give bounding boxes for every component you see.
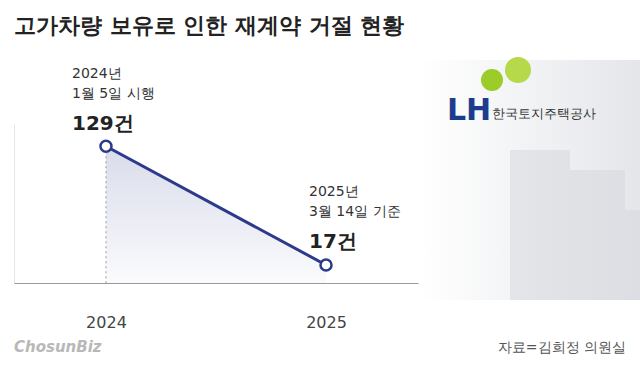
building [600, 210, 640, 300]
x-tick: 2024 [86, 283, 127, 332]
x-axis: 2024 2025 [15, 283, 419, 332]
area [106, 146, 326, 283]
background-panel [420, 60, 640, 300]
logo-dot [481, 69, 503, 91]
x-tick-label: 2025 [306, 313, 347, 332]
logo-dot [505, 57, 531, 83]
title: 고가차량 보유로 인한 재계약 거절 현황 [14, 13, 404, 38]
annotation: 2025년 [309, 183, 359, 199]
x-tick: 2025 [306, 283, 347, 332]
annotation: 2024년 [72, 65, 122, 81]
plot-area [100, 141, 331, 283]
source: 자료=김희정 의원실 [498, 339, 626, 355]
chart-svg: LH한국토지주택공사고가차량 보유로 인한 재계약 거절 현황202420252… [0, 0, 640, 369]
y-axis-line [14, 125, 15, 284]
y-axis [14, 125, 16, 284]
credit: ChosunBiz [14, 338, 102, 356]
line [106, 146, 326, 265]
point [100, 141, 111, 152]
data-label: 17건 [309, 229, 357, 253]
logo-text: 한국토지주택공사 [492, 106, 596, 121]
annotation: 1월 5일 시행 [72, 85, 155, 101]
drop-line [105, 146, 106, 283]
data-label: 129건 [72, 111, 134, 135]
x-tick-label: 2024 [86, 313, 127, 332]
buildings [510, 150, 640, 300]
annotation: 3월 14일 기준 [309, 203, 401, 219]
point [321, 259, 332, 270]
x-axis-line [15, 283, 419, 284]
building [510, 150, 570, 300]
logo-mark: LH [447, 92, 491, 127]
